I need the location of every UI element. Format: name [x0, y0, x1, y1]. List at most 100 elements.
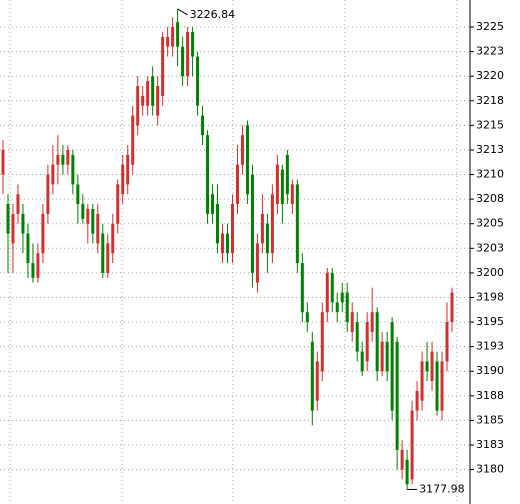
candle-body [131, 115, 135, 165]
candle-body [211, 194, 215, 214]
y-tick-label: 3200 [476, 266, 504, 279]
y-tick-label: 3208 [476, 192, 504, 205]
y-tick-label: 3180 [476, 463, 504, 476]
candle-body [425, 361, 429, 372]
candle-body [201, 115, 205, 136]
y-tick-label: 3218 [476, 94, 504, 107]
y-tick-label: 3190 [476, 364, 504, 377]
candle-body [385, 341, 389, 372]
y-tick-label: 3195 [476, 315, 504, 328]
candle-body [76, 184, 80, 205]
candle-body [365, 322, 369, 362]
candle-body [221, 233, 225, 254]
candle-body [260, 213, 264, 244]
candle-body [186, 31, 190, 77]
candle-body [290, 184, 294, 205]
candle-body [56, 154, 60, 165]
candle-body [335, 302, 339, 313]
candle-body [101, 233, 105, 273]
candle-body [156, 86, 160, 116]
candle-body [320, 312, 324, 372]
candle-body [375, 312, 379, 372]
candle-body [11, 213, 15, 244]
candle-body [161, 36, 165, 96]
y-tick-label: 3213 [476, 143, 504, 156]
candle-body [86, 208, 90, 224]
candle-body [6, 204, 10, 234]
candle-body [345, 292, 349, 323]
candle-body [81, 204, 85, 219]
y-tick-label: 3183 [476, 438, 504, 451]
candle-body [250, 174, 254, 273]
candle-body [440, 361, 444, 411]
y-tick-label: 3185 [476, 413, 504, 426]
y-tick-label: 3220 [476, 69, 504, 82]
candle-body [390, 322, 394, 411]
candle-body [116, 184, 120, 224]
candle-body [136, 86, 140, 126]
candle-body [141, 95, 145, 106]
candle-body [196, 56, 200, 106]
candle-body [191, 31, 195, 57]
candle-body [355, 322, 359, 352]
candle-body [226, 233, 229, 254]
candle-body [216, 204, 220, 244]
candle-body [106, 243, 110, 273]
candle-body [96, 213, 100, 244]
candle-body [350, 312, 354, 332]
candle-body [310, 341, 314, 411]
candle-body [450, 292, 454, 323]
y-tick-label: 3210 [476, 168, 504, 181]
candle-body [300, 263, 304, 313]
candle-body [26, 233, 30, 264]
candle-body [295, 184, 299, 264]
y-tick-label: 3193 [476, 340, 504, 353]
candle-body [171, 27, 175, 47]
candle-body [315, 361, 319, 401]
candle-body [91, 208, 95, 234]
candle-body [265, 223, 269, 254]
y-tick-label: 3215 [476, 118, 504, 131]
y-tick-label: 3205 [476, 217, 504, 230]
y-tick-label: 3198 [476, 290, 504, 303]
candle-body [206, 135, 210, 214]
y-tick-label: 3223 [476, 45, 504, 58]
candle-body [126, 154, 130, 185]
candle-body [280, 169, 284, 205]
candle-body [245, 125, 249, 195]
y-tick-label: 3225 [476, 20, 504, 33]
candle-body [36, 253, 40, 278]
candle-body [340, 292, 344, 303]
candle-body [16, 194, 20, 214]
candle-body [240, 135, 244, 165]
candle-body [255, 243, 259, 283]
candle-body [146, 81, 150, 106]
candle-body [270, 194, 274, 254]
candle-body [420, 361, 424, 401]
candle-body [435, 361, 439, 411]
candle-body [21, 213, 25, 234]
candle-body [380, 341, 384, 372]
candle-body [31, 263, 35, 278]
candle-body [151, 76, 155, 106]
candle-body [166, 36, 170, 47]
candle-body [400, 449, 404, 470]
candle-body [235, 164, 239, 205]
candle-body [66, 149, 70, 165]
candle-body [360, 351, 364, 372]
candle-body [430, 351, 434, 382]
candle-body [285, 154, 289, 195]
candle-body [305, 312, 309, 323]
candle-body [41, 213, 45, 254]
candle-body [51, 164, 55, 185]
candle-body [176, 22, 180, 47]
candle-body [71, 154, 75, 185]
candle-body [405, 459, 409, 485]
annotation: 3226.84 [190, 8, 236, 21]
candle-body [325, 272, 329, 313]
candle-body [395, 341, 399, 450]
candle-body [230, 204, 234, 254]
candle-body [370, 312, 374, 332]
candle-body [46, 174, 50, 214]
